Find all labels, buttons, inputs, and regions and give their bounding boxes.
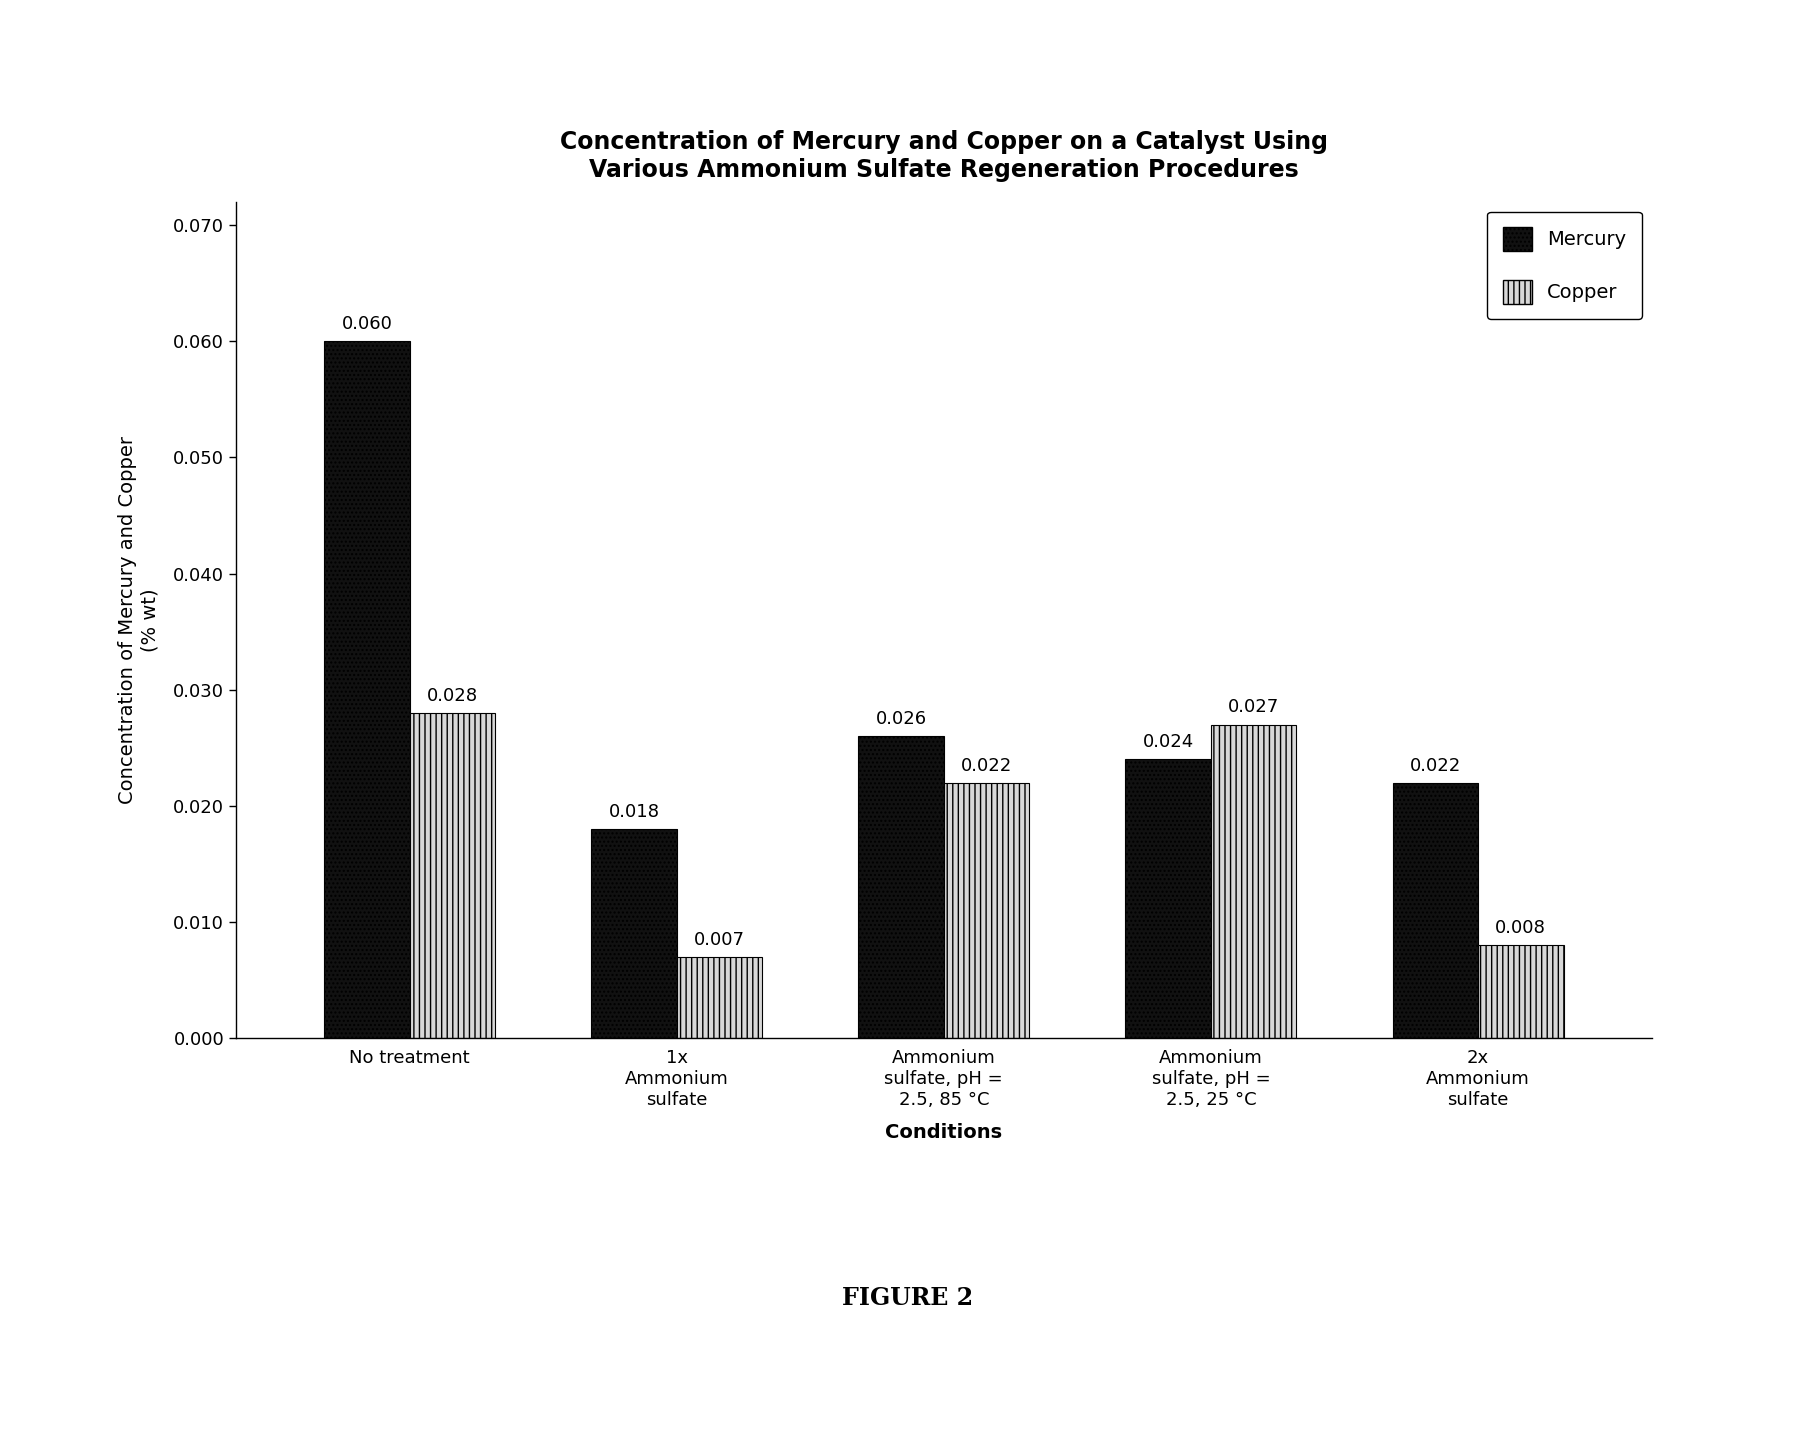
Text: 0.024: 0.024 <box>1143 734 1194 751</box>
Bar <box>858 737 943 1038</box>
Text: 0.026: 0.026 <box>874 709 927 728</box>
Bar <box>591 829 677 1038</box>
Bar <box>1477 946 1562 1038</box>
X-axis label: Conditions: Conditions <box>885 1123 1001 1142</box>
Title: Concentration of Mercury and Copper on a Catalyst Using
Various Ammonium Sulfate: Concentration of Mercury and Copper on a… <box>559 130 1328 182</box>
Text: 0.022: 0.022 <box>960 757 1012 774</box>
Bar <box>677 957 762 1038</box>
Bar <box>325 342 410 1038</box>
Text: 0.060: 0.060 <box>341 316 392 333</box>
Legend: Mercury, Copper: Mercury, Copper <box>1486 212 1642 319</box>
Bar <box>1391 783 1477 1038</box>
Bar <box>410 712 495 1038</box>
Bar <box>1125 760 1210 1038</box>
Bar <box>1210 724 1295 1038</box>
Text: FIGURE 2: FIGURE 2 <box>842 1286 972 1309</box>
Y-axis label: Concentration of Mercury and Copper
(% wt): Concentration of Mercury and Copper (% w… <box>118 435 160 805</box>
Text: 0.027: 0.027 <box>1228 698 1279 717</box>
Text: 0.018: 0.018 <box>608 803 658 820</box>
Text: 0.028: 0.028 <box>426 686 477 705</box>
Text: 0.008: 0.008 <box>1495 919 1546 937</box>
Text: 0.007: 0.007 <box>693 930 744 949</box>
Bar <box>943 783 1029 1038</box>
Text: 0.022: 0.022 <box>1409 757 1460 774</box>
